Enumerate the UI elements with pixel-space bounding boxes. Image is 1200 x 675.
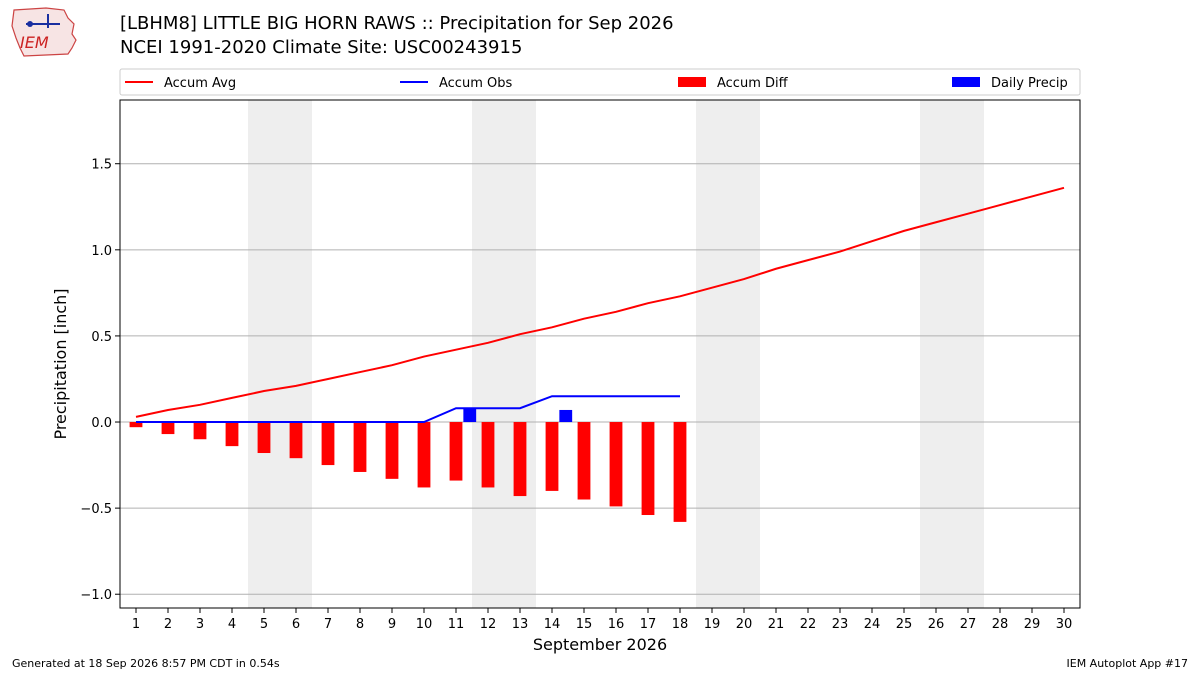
legend-label: Accum Diff	[717, 76, 789, 91]
x-tick-label: 28	[992, 617, 1009, 632]
app-label: IEM Autoplot App #17	[1066, 657, 1189, 670]
x-tick-label: 13	[512, 617, 529, 632]
legend-swatch-bar	[952, 77, 980, 87]
x-tick-label: 29	[1024, 617, 1041, 632]
y-tick-label: 1.5	[91, 158, 112, 173]
daily-precip-bar	[559, 409, 573, 423]
weekend-band	[696, 100, 760, 608]
x-tick-label: 20	[736, 617, 753, 632]
accum-diff-bar	[225, 422, 239, 447]
x-tick-label: 12	[480, 617, 497, 632]
x-tick-label: 7	[324, 617, 332, 632]
y-tick-label: −0.5	[80, 502, 112, 517]
x-tick-label: 4	[228, 617, 236, 632]
accum-avg-line	[135, 186, 1065, 418]
chart-subtitle: NCEI 1991-2020 Climate Site: USC00243915	[120, 37, 523, 58]
accum-diff-bar	[673, 422, 687, 522]
x-tick-label: 24	[864, 617, 881, 632]
iem-logo: IEM	[11, 7, 77, 57]
y-tick-label: −1.0	[80, 588, 112, 603]
x-tick-label: 27	[960, 617, 977, 632]
x-tick-label: 23	[832, 617, 849, 632]
x-tick-label: 8	[356, 617, 364, 632]
daily-precip-bar	[463, 408, 477, 423]
accum-diff-bar	[129, 422, 143, 428]
accum-diff-bar	[161, 422, 175, 435]
accum-diff-bar	[609, 422, 623, 507]
accum-diff-bar	[353, 422, 367, 472]
x-tick-label: 1	[132, 617, 140, 632]
accum-diff-bar	[481, 422, 495, 488]
accum-diff-bar	[577, 422, 591, 500]
x-axis-label: September 2026	[533, 635, 667, 654]
accum-diff-bar	[321, 422, 335, 466]
accum-diff-bar	[193, 422, 207, 440]
legend: Accum Avg Accum Obs Accum Diff Daily Precip	[119, 68, 1081, 96]
x-tick-label: 22	[800, 617, 817, 632]
weekend-band	[472, 100, 536, 608]
x-tick-label: 15	[576, 617, 593, 632]
line-marks	[135, 186, 1065, 424]
x-tick-label: 2	[164, 617, 172, 632]
x-tick-label: 5	[260, 617, 268, 632]
x-tick-label: 11	[448, 617, 465, 632]
accum-diff-bar	[641, 422, 655, 516]
x-tick-label: 21	[768, 617, 785, 632]
weekend-band	[920, 100, 984, 608]
weekend-band	[248, 100, 312, 608]
x-tick-label: 10	[416, 617, 433, 632]
x-tick-label: 25	[896, 617, 913, 632]
generated-timestamp: Generated at 18 Sep 2026 8:57 PM CDT in …	[12, 657, 280, 670]
legend-label: Accum Obs	[439, 76, 512, 91]
accum-diff-bar	[385, 422, 399, 479]
weekend-bands	[248, 100, 984, 608]
accum-diff-bar	[449, 422, 463, 481]
x-tick-label: 14	[544, 617, 561, 632]
x-tick-label: 30	[1056, 617, 1073, 632]
x-tick-label: 19	[704, 617, 721, 632]
plot-frame	[119, 99, 1081, 609]
chart-title: [LBHM8] LITTLE BIG HORN RAWS :: Precipit…	[120, 13, 674, 34]
y-tick-label: 1.0	[91, 244, 112, 259]
x-tick-label: 9	[388, 617, 396, 632]
legend-label: Accum Avg	[164, 76, 236, 91]
x-tick-label: 17	[640, 617, 657, 632]
bar-marks	[129, 408, 687, 522]
accum-diff-bar	[417, 422, 431, 488]
logo-text: IEM	[20, 33, 49, 52]
x-tick-label: 18	[672, 617, 689, 632]
y-tick-label: 0.5	[91, 330, 112, 345]
legend-swatch-bar	[678, 77, 706, 87]
legend-label: Daily Precip	[991, 76, 1068, 91]
y-axis-ticks: −1.0 −0.5 0.0 0.5 1.0 1.5	[80, 158, 120, 603]
accum-diff-bar	[257, 422, 271, 454]
x-axis-ticks: 1 2 3 4 5 6 7 8 9 10 11 12 13 14 15 16 17 18 19 20 21 22 23 24 2…	[132, 608, 1072, 632]
accum-diff-bar	[289, 422, 303, 459]
x-tick-label: 26	[928, 617, 945, 632]
x-tick-label: 6	[292, 617, 300, 632]
legend-box	[119, 68, 1081, 96]
y-tick-label: 0.0	[91, 416, 112, 431]
x-tick-label: 16	[608, 617, 625, 632]
accum-diff-bar	[513, 422, 527, 497]
y-axis-label: Precipitation [inch]	[51, 288, 70, 439]
x-tick-label: 3	[196, 617, 204, 632]
accum-diff-bar	[545, 422, 559, 491]
accum-obs-line	[136, 395, 680, 424]
